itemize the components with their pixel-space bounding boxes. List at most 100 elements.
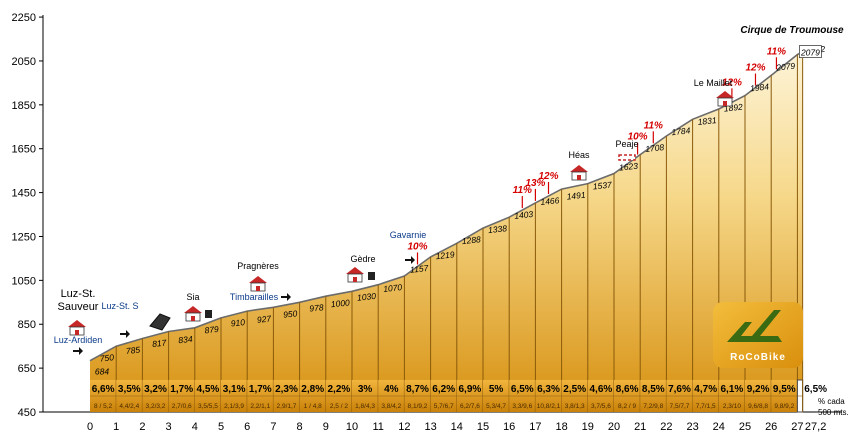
x-tick-label: 23 — [686, 421, 698, 433]
x-tick-label: 4 — [192, 421, 198, 433]
segment-sub-gradient: 3,7/5,6 — [591, 403, 611, 410]
segment-end-altitude: 1157 — [410, 263, 429, 275]
x-tick-label: 17 — [529, 421, 541, 433]
toll-icon — [618, 154, 636, 161]
place-label: Luz-St. — [61, 288, 96, 300]
segment-gradient: 4% — [384, 384, 399, 395]
place-label: Sia — [186, 292, 199, 302]
rocobike-logo: RoCoBike — [713, 302, 803, 368]
segment-sub-gradient: 3,8/4,2 — [381, 403, 401, 410]
segment-sub-gradient: 2,5 / 2 — [330, 403, 348, 410]
segment-end-altitude: 978 — [309, 302, 324, 313]
segment-end-altitude: 1466 — [540, 195, 560, 207]
segment-sub-gradient: 9,6/8,8 — [748, 403, 768, 410]
segment-gradient: 1,7% — [170, 384, 193, 395]
max-gradient-label: 11% — [513, 185, 532, 196]
segment-gradient: 3,2% — [144, 384, 167, 395]
segment-gradient: 6,1% — [721, 384, 744, 395]
place-label: Pragnères — [237, 261, 279, 271]
place-link-label: Luz-Ardiden — [54, 335, 103, 345]
segment-gradient: 6,6% — [92, 384, 115, 395]
y-tick-label: 650 — [18, 363, 36, 375]
house-icon — [184, 306, 202, 322]
y-tick-label: 1050 — [12, 275, 36, 287]
segment-gradient: 2,5% — [563, 384, 586, 395]
segment-gradient: 8,6% — [616, 384, 639, 395]
house-icon — [346, 267, 364, 283]
segment-gradient: 6,5% — [804, 384, 827, 395]
final-altitude-box — [799, 45, 822, 58]
segment-sub-gradient: 7,7/1,5 — [696, 403, 716, 410]
segment-sub-gradient: 5,3/4,7 — [486, 403, 506, 410]
x-tick-label: 6 — [244, 421, 250, 433]
segment-gradient: 9,2% — [747, 384, 770, 395]
segment-end-altitude: 1403 — [514, 209, 534, 221]
segment-gradient: 5% — [489, 384, 504, 395]
chart-title: Cirque de Troumouse — [740, 25, 844, 36]
segment-end-altitude: 1623 — [619, 161, 639, 173]
x-tick-label: 10 — [346, 421, 358, 433]
segment-sub-gradient: 10,8/2,1 — [537, 403, 561, 410]
place-link-label: Timbarailles — [230, 292, 279, 302]
x-tick-label: 9 — [323, 421, 329, 433]
segment-end-altitude: 750 — [99, 352, 114, 363]
segment-end-altitude: 1030 — [357, 291, 377, 303]
segment-end-altitude: 817 — [152, 337, 167, 348]
segment-gradient: 6,9% — [459, 384, 482, 395]
place-label: Héas — [568, 150, 590, 160]
house-icon — [716, 91, 734, 107]
start-altitude: 684 — [95, 367, 109, 377]
segment-sub-gradient: 8,1/9,2 — [408, 403, 428, 410]
tunnel-icon — [149, 313, 171, 331]
segment-end-altitude: 1708 — [645, 142, 665, 154]
x-tick-label: 3 — [166, 421, 172, 433]
segment-sub-gradient: 1,8/4,3 — [355, 403, 375, 410]
segment-gradient: 3,1% — [223, 384, 246, 395]
segment-gradient: 2,8% — [301, 384, 324, 395]
segment-sub-gradient: 3,2/3,2 — [146, 403, 166, 410]
segment-sub-gradient: 1 / 4,8 — [304, 403, 322, 410]
x-tick-label: 8 — [297, 421, 303, 433]
segment-sub-gradient: 6,2/7,6 — [460, 403, 480, 410]
x-tick-label: 12 — [398, 421, 410, 433]
segment-sub-gradient: 2,9/1,7 — [277, 403, 297, 410]
x-tick-label: 27 — [791, 421, 803, 433]
x-tick-label: 26 — [765, 421, 777, 433]
segment-sub-gradient: 2,3/10 — [723, 403, 741, 410]
place-link-label: Gavarnie — [390, 230, 427, 240]
place-label: Sauveur — [58, 301, 99, 313]
x-tick-label: 19 — [582, 421, 594, 433]
x-tick-label: 11 — [372, 421, 383, 433]
place-label: Gèdre — [350, 254, 375, 264]
place-label: Peaje — [615, 139, 638, 149]
legend-note-line1: % cada — [818, 397, 845, 406]
segment-gradient: 4,7% — [694, 384, 717, 395]
segment-end-altitude: 1831 — [697, 115, 717, 127]
segment-end-altitude: 1219 — [435, 249, 455, 261]
segment-end-altitude: 927 — [256, 313, 271, 324]
y-tick-label: 2250 — [12, 12, 36, 24]
segment-gradient: 6,5% — [511, 384, 534, 395]
segment-end-altitude: 785 — [125, 345, 140, 356]
segment-gradient: 8,5% — [642, 384, 665, 395]
segment-gradient: 2,2% — [328, 384, 351, 395]
segment-gradient: 4,5% — [197, 384, 220, 395]
x-tick-label: 0 — [87, 421, 93, 433]
x-tick-label: 7 — [270, 421, 276, 433]
max-gradient-label: 11% — [644, 120, 663, 131]
segment-end-altitude: 1338 — [488, 223, 508, 235]
segment-sub-gradient: 8 / 5,2 — [94, 403, 112, 410]
factory-icon — [368, 272, 375, 280]
segment-end-altitude: 910 — [230, 317, 245, 328]
factory-icon — [205, 310, 212, 318]
final-altitude-label: 2079 — [800, 48, 820, 58]
segment-end-altitude: 1784 — [671, 125, 691, 137]
x-tick-label: 24 — [713, 421, 725, 433]
x-tick-label: 14 — [451, 421, 463, 433]
x-tick-label: 18 — [555, 421, 567, 433]
y-tick-label: 450 — [18, 407, 36, 419]
segment-sub-gradient: 3,8/1,3 — [565, 403, 585, 410]
segment-end-altitude: 950 — [283, 308, 298, 319]
segment-sub-gradient: 3,3/9,6 — [512, 403, 532, 410]
segment-end-altitude: 1000 — [330, 297, 350, 309]
